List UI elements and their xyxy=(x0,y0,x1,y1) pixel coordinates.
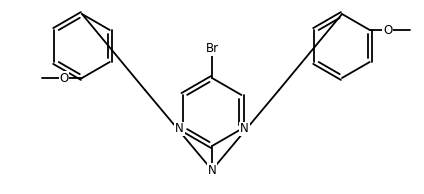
Text: N: N xyxy=(175,122,184,135)
Text: N: N xyxy=(208,164,216,177)
Text: N: N xyxy=(240,122,249,135)
Text: Br: Br xyxy=(206,42,218,55)
Text: O: O xyxy=(383,23,392,36)
Text: O: O xyxy=(59,72,69,85)
